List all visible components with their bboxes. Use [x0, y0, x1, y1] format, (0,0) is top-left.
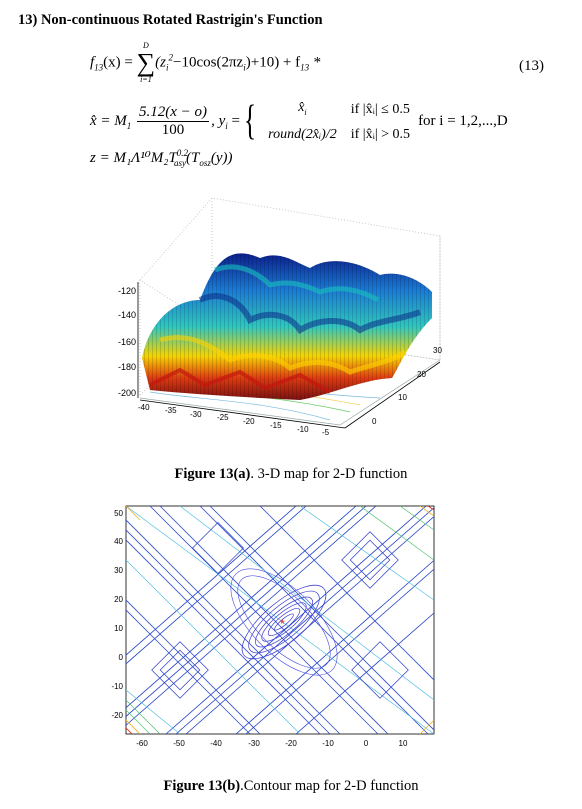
x-tick-label: -40 — [210, 739, 222, 748]
x-tick-label: -20 — [285, 739, 297, 748]
figure-13b-caption: Figure 13(b).Contour map for 2-D functio… — [0, 778, 582, 795]
y-tick-label: -20 — [111, 711, 123, 720]
figure-13b-y-axis: 50 40 30 20 10 0 -10 -20 — [111, 509, 123, 720]
y-tick-label: -10 — [111, 682, 123, 691]
y-tick-label: 20 — [114, 595, 123, 604]
x-tick-label: -30 — [248, 739, 260, 748]
y-tick-label: 50 — [114, 509, 123, 518]
x-tick-label: 0 — [364, 739, 369, 748]
y-tick-label: 0 — [119, 653, 124, 662]
x-tick-label: -50 — [173, 739, 185, 748]
x-tick-label: 10 — [399, 739, 408, 748]
y-tick-label: 30 — [114, 566, 123, 575]
figure-13b-caption-text: .Contour map for 2-D function — [240, 778, 418, 794]
figure-13b-caption-label: Figure 13(b) — [163, 778, 240, 794]
x-tick-label: -10 — [322, 739, 334, 748]
y-tick-label: 40 — [114, 537, 123, 546]
y-tick-label: 10 — [114, 624, 123, 633]
figure-13b-x-axis: -60 -50 -40 -30 -20 -10 0 10 — [136, 739, 408, 748]
minimum-marker: * — [280, 617, 285, 631]
x-tick-label: -60 — [136, 739, 148, 748]
